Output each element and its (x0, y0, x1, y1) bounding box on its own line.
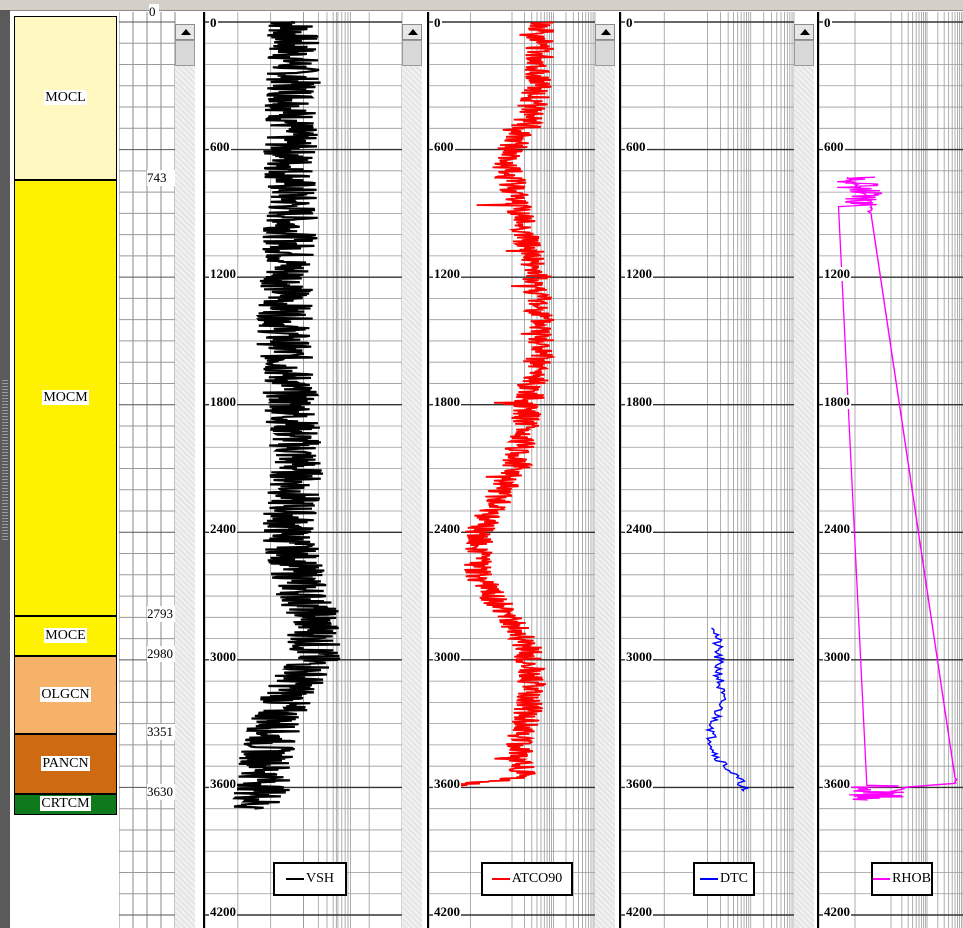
formation-mocl: MOCL (14, 16, 117, 180)
depth-tick-label: 2400 (625, 521, 653, 537)
depth-tick-label: 2400 (823, 521, 851, 537)
scroll-up-button[interactable] (595, 24, 615, 40)
depth-tick-label: 3000 (209, 648, 237, 664)
formation-label: MOCM (42, 389, 89, 405)
depth-tick-label: 1800 (433, 393, 461, 409)
curve-atco90 (441, 21, 556, 789)
scroll-thumb[interactable] (595, 40, 615, 66)
depth-tick-label: 4200 (433, 904, 461, 919)
depth-tick-label: 1200 (433, 266, 461, 282)
log-track-vsh[interactable]: 0 600 1200 1800 2400 3000 3600 4200 VSH (203, 12, 425, 928)
depth-tick-label: 3000 (625, 648, 653, 664)
formation-pancn: PANCN (14, 734, 117, 794)
depth-marker-label: 2980 (147, 645, 175, 662)
scroll-up-button[interactable] (175, 24, 195, 40)
curve-dtc (704, 627, 749, 792)
resize-handle[interactable] (2, 380, 8, 540)
log-track-rhob[interactable]: 0 600 1200 1800 2400 3000 3600 4200 RHOB (817, 12, 963, 928)
depth-tick-label: 600 (625, 138, 647, 154)
scroll-thumb[interactable] (794, 40, 814, 66)
formation-label: OLGCN (40, 687, 91, 703)
depth-tick-label: 3600 (209, 776, 237, 792)
depth-tick-label: 1800 (823, 393, 851, 409)
depth-grid (119, 12, 176, 928)
log-plot-area (621, 12, 795, 928)
depth-tick-label: 2400 (209, 521, 237, 537)
scroll-up-button[interactable] (794, 24, 814, 40)
scroll-track[interactable] (794, 66, 814, 928)
legend-swatch (873, 878, 891, 880)
log-track-dtc[interactable]: 0 600 1200 1800 2400 3000 3600 4200 DTC (619, 12, 815, 928)
depth-marker-label: 3630 (147, 783, 175, 800)
depth-tick-label: 3600 (625, 776, 653, 792)
legend-rhob: RHOB (871, 862, 933, 896)
depth-tick-label: 1800 (209, 393, 237, 409)
depth-tick-label: 4200 (823, 904, 851, 919)
formation-label: PANCN (41, 756, 90, 772)
legend-label: VSH (305, 871, 334, 886)
depth-tick-label: 3000 (433, 648, 461, 664)
legend-swatch (491, 878, 510, 880)
top-border (0, 0, 963, 11)
legend-atco90: ATCO90 (481, 862, 573, 896)
depth-column: 0 743 2793 2980 3351 3630 (119, 4, 203, 928)
legend-vsh: VSH (273, 862, 347, 896)
legend-label: ATCO90 (511, 871, 563, 886)
formation-crtcm: CRTCM (14, 793, 117, 816)
depth-tick-label: 0 (625, 15, 634, 30)
depth-tick-label: 2400 (433, 521, 461, 537)
depth-marker-label: 3351 (147, 724, 175, 741)
scroll-track[interactable] (402, 66, 422, 928)
formation-mocm: MOCM (14, 179, 117, 616)
depth-tick-label: 0 (209, 15, 218, 30)
depth-tick-label: 1800 (625, 393, 653, 409)
log-track-atco90[interactable]: 0 600 1200 1800 2400 3000 3600 4200 ATCO90 (427, 12, 617, 928)
depth-tick-label: 3600 (823, 776, 851, 792)
depth-marker-label: 743 (147, 169, 175, 186)
depth-tick-label: 600 (209, 138, 231, 154)
depth-marker-label: 0 (149, 4, 159, 20)
scroll-track[interactable] (595, 66, 615, 928)
formation-moce: MOCE (14, 615, 117, 656)
depth-tick-label: 1200 (823, 266, 851, 282)
legend-label: RHOB (892, 871, 931, 886)
legend-swatch (700, 878, 718, 880)
scroll-up-button[interactable] (402, 24, 422, 40)
scroll-thumb[interactable] (402, 40, 422, 66)
scroll-track[interactable] (175, 66, 195, 928)
formation-label: CRTCM (40, 796, 91, 812)
curve-vsh (232, 20, 341, 810)
formation-track: MOCL MOCM MOCE OLGCN PANCN CRTCM (12, 12, 119, 928)
curve-rhob (846, 176, 958, 799)
depth-tick-label: 600 (823, 138, 845, 154)
depth-tick-label: 3600 (433, 776, 461, 792)
formation-olgcn: OLGCN (14, 655, 117, 735)
scroll-thumb[interactable] (175, 40, 195, 66)
legend-dtc: DTC (693, 862, 755, 896)
depth-tick-label: 4200 (209, 904, 237, 919)
depth-tick-label: 1200 (209, 266, 237, 282)
log-plot-area (819, 12, 963, 928)
depth-tick-label: 0 (823, 15, 832, 30)
depth-tick-label: 1200 (625, 266, 653, 282)
formation-label: MOCL (44, 89, 87, 105)
legend-swatch (285, 878, 304, 880)
legend-label: DTC (720, 871, 748, 886)
depth-marker-label: 2793 (147, 605, 175, 622)
depth-tick-label: 4200 (625, 904, 653, 919)
depth-tick-label: 600 (433, 138, 455, 154)
depth-tick-label: 3000 (823, 648, 851, 664)
depth-tick-label: 0 (433, 15, 442, 30)
log-plot-area (205, 12, 403, 928)
formation-label: MOCE (44, 627, 87, 643)
